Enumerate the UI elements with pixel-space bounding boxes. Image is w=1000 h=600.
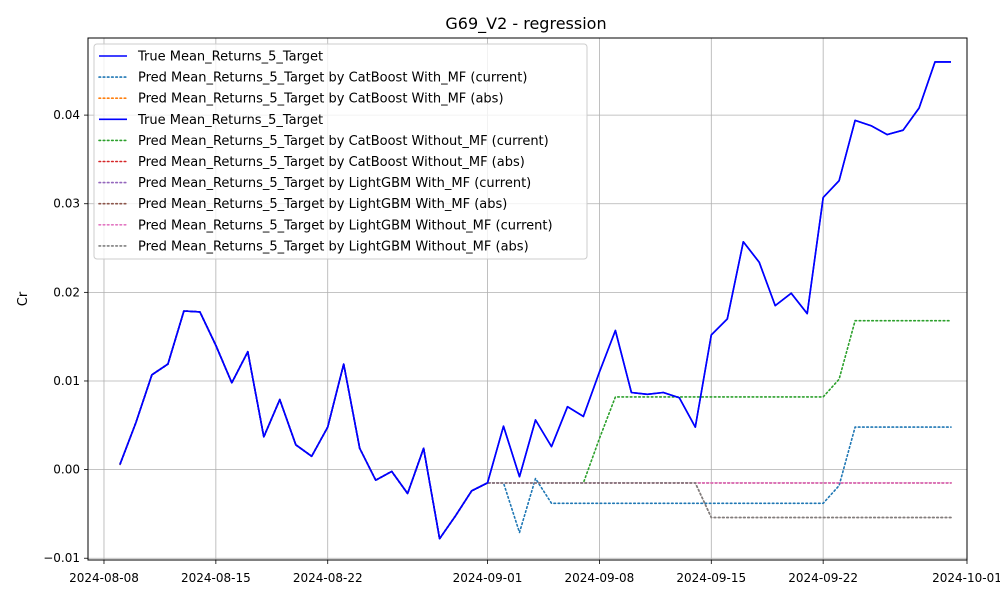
x-tick-label: 2024-08-08: [69, 571, 139, 585]
series-layer: [119, 61, 952, 540]
chart-title: G69_V2 - regression: [445, 14, 606, 34]
x-tick-label: 2024-10-01: [932, 571, 1000, 585]
plot-frame: [87, 37, 968, 561]
legend-label: Pred Mean_Returns_5_Target by CatBoost W…: [138, 155, 525, 170]
x-tick-label: 2024-09-01: [453, 571, 523, 585]
y-tick-label: 0.01: [53, 374, 80, 388]
y-tick-label: 0.02: [53, 285, 80, 299]
y-tick-label: 0.03: [53, 197, 80, 211]
legend-label: Pred Mean_Returns_5_Target by LightGBM W…: [138, 176, 531, 191]
y-tick-label: 0.00: [53, 463, 80, 477]
y-tick-label: −0.01: [43, 551, 80, 565]
x-tick-label: 2024-09-15: [676, 571, 746, 585]
legend-label: Pred Mean_Returns_5_Target by LightGBM W…: [138, 197, 507, 212]
legend-label: Pred Mean_Returns_5_Target by LightGBM W…: [138, 218, 553, 233]
x-tick-label: 2024-08-15: [181, 571, 251, 585]
x-axis-ticks: 2024-08-08 2024-08-15 2024-08-22 2024-09-01…: [69, 560, 1000, 585]
x-tick-label: 2024-09-22: [788, 571, 858, 585]
y-tick-label: 0.04: [53, 108, 80, 122]
legend-label: True Mean_Returns_5_Target: [137, 113, 323, 128]
legend-label: Pred Mean_Returns_5_Target by LightGBM W…: [138, 239, 529, 254]
legend-label: Pred Mean_Returns_5_Target by CatBoost W…: [138, 92, 504, 107]
y-axis-label: Cr: [16, 291, 31, 306]
legend-label: Pred Mean_Returns_5_Target by CatBoost W…: [138, 134, 549, 149]
series-line-3: [119, 61, 951, 540]
legend: True Mean_Returns_5_Target Pred Mean_Retu…: [93, 43, 588, 260]
x-tick-label: 2024-09-08: [565, 571, 635, 585]
legend-box: [93, 43, 588, 260]
legend-label: Pred Mean_Returns_5_Target by CatBoost W…: [138, 71, 527, 86]
x-tick-label: 2024-08-22: [293, 571, 363, 585]
y-axis-ticks: −0.01 0.00 0.01 0.02 0.03 0.04: [43, 108, 88, 565]
legend-label: True Mean_Returns_5_Target: [137, 50, 323, 65]
